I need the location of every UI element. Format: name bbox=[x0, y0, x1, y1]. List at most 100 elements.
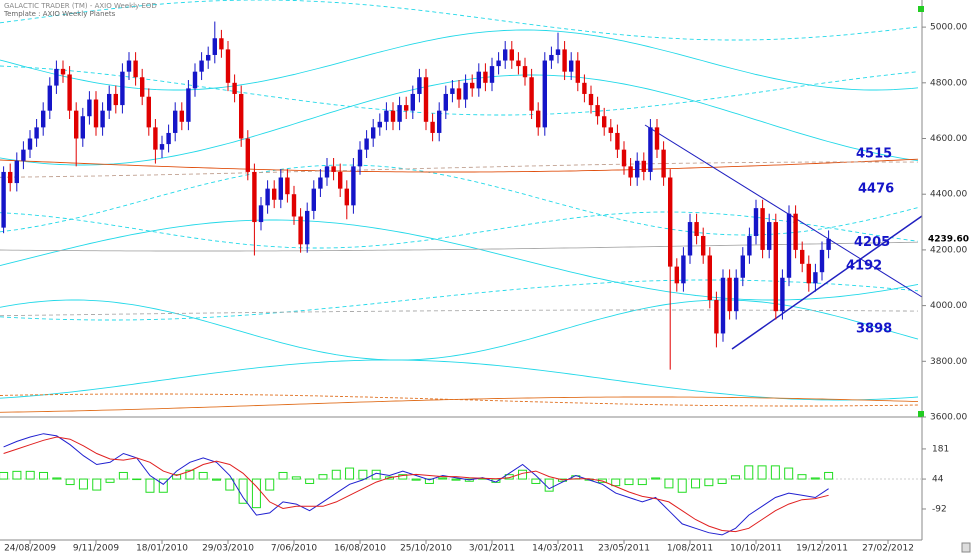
candle-body bbox=[674, 266, 679, 284]
candle-body bbox=[654, 127, 660, 150]
candle-body bbox=[397, 105, 402, 122]
y-tick-label: 3800.00 bbox=[930, 357, 967, 367]
candle-body bbox=[562, 49, 567, 72]
histogram-bar bbox=[358, 469, 368, 480]
x-tick-label: 10/10/2011 bbox=[730, 544, 782, 554]
histogram-bar bbox=[212, 478, 222, 481]
candle-body bbox=[113, 93, 118, 106]
corner-marker bbox=[918, 411, 924, 417]
candle-body bbox=[740, 255, 745, 278]
candle-body bbox=[430, 121, 435, 133]
candle-body bbox=[522, 66, 528, 78]
candle-body bbox=[503, 49, 508, 61]
histogram-bar bbox=[318, 474, 328, 480]
candle-body bbox=[54, 68, 59, 86]
corner-marker bbox=[918, 6, 924, 12]
candle-body bbox=[212, 38, 217, 55]
histogram-bar bbox=[824, 471, 834, 480]
histogram-bar bbox=[291, 476, 301, 480]
scroll-button[interactable] bbox=[961, 542, 971, 553]
x-tick-label: 3/01/2011 bbox=[469, 544, 515, 554]
candle-body bbox=[219, 38, 224, 50]
candle-body bbox=[179, 110, 184, 122]
candle-body bbox=[641, 160, 646, 172]
candle-body bbox=[536, 110, 541, 128]
histogram-bar bbox=[704, 478, 714, 487]
candle-body bbox=[437, 110, 442, 133]
candle-body bbox=[635, 160, 640, 178]
candle-body bbox=[806, 263, 811, 284]
histogram-bar bbox=[118, 471, 128, 480]
candle-body bbox=[720, 277, 726, 334]
candle-body bbox=[324, 166, 330, 178]
header-title: GALACTIC TRADER (TM) - AXIO Weekly EOD bbox=[4, 2, 157, 10]
candle-body bbox=[318, 177, 323, 189]
candle-body bbox=[74, 110, 79, 139]
candle-body bbox=[621, 149, 627, 167]
histogram-bar bbox=[25, 470, 35, 480]
candle-body bbox=[100, 110, 105, 128]
x-tick-label: 14/03/2011 bbox=[532, 544, 584, 554]
x-tick-label: 19/12/2011 bbox=[796, 544, 848, 554]
histogram-bar bbox=[331, 469, 341, 480]
histogram-bar bbox=[198, 471, 208, 480]
candle-body bbox=[232, 82, 237, 94]
histogram-bar bbox=[730, 475, 740, 480]
candle-body bbox=[133, 60, 138, 78]
candle-body bbox=[159, 144, 165, 150]
candle-body bbox=[509, 49, 514, 61]
candle-body bbox=[483, 71, 488, 83]
candle-body bbox=[516, 60, 521, 67]
candle-body bbox=[153, 127, 158, 150]
candle-body bbox=[747, 235, 752, 256]
histogram-bar bbox=[664, 478, 674, 489]
trend-line bbox=[644, 124, 923, 298]
histogram-bar bbox=[105, 478, 115, 483]
candle-body bbox=[305, 210, 310, 245]
x-tick-label: 27/02/2012 bbox=[862, 544, 914, 554]
x-tick-label: 7/06/2010 bbox=[271, 544, 317, 554]
histogram-bar bbox=[398, 474, 408, 480]
histogram-bar bbox=[158, 478, 168, 493]
candle-body bbox=[529, 77, 534, 111]
candle-body bbox=[14, 160, 19, 184]
planet-line bbox=[0, 396, 919, 413]
candle-body bbox=[239, 93, 244, 139]
histogram-bar bbox=[744, 465, 754, 480]
oscillator-line bbox=[3, 436, 829, 533]
candle-body bbox=[569, 60, 574, 72]
y2-tick-label: -92 bbox=[932, 504, 947, 514]
candle-body bbox=[463, 82, 468, 100]
planet-line bbox=[0, 309, 918, 317]
y-tick-label: 4600.00 bbox=[930, 134, 967, 144]
candle-body bbox=[8, 171, 13, 184]
histogram-bar bbox=[717, 478, 727, 484]
candle-body bbox=[819, 249, 825, 273]
candle-body bbox=[351, 166, 356, 206]
candle-body bbox=[813, 272, 818, 284]
candle-body bbox=[364, 138, 369, 150]
candle-body bbox=[80, 116, 85, 139]
candle-body bbox=[753, 208, 759, 236]
x-tick-label: 1/08/2011 bbox=[667, 544, 713, 554]
histogram-bar bbox=[624, 478, 634, 486]
candle-body bbox=[694, 222, 699, 236]
candle-body bbox=[41, 110, 46, 128]
candle-body bbox=[681, 255, 686, 284]
last-price-label: 4239.60 bbox=[928, 234, 969, 244]
y-tick-label: 5000.00 bbox=[930, 23, 967, 33]
histogram-bar bbox=[464, 478, 474, 482]
candle-body bbox=[760, 208, 765, 250]
x-tick-label: 9/11/2009 bbox=[73, 544, 119, 554]
level-label: 4515 bbox=[856, 147, 892, 162]
candle-body bbox=[1, 171, 6, 228]
candle-body bbox=[338, 171, 343, 189]
histogram-bar bbox=[797, 474, 807, 480]
candle-body bbox=[87, 99, 92, 117]
x-tick-label: 25/10/2010 bbox=[400, 544, 452, 554]
candle-body bbox=[707, 255, 712, 301]
candle-body bbox=[786, 213, 792, 278]
candle-body bbox=[278, 177, 283, 200]
candle-body bbox=[727, 277, 732, 312]
